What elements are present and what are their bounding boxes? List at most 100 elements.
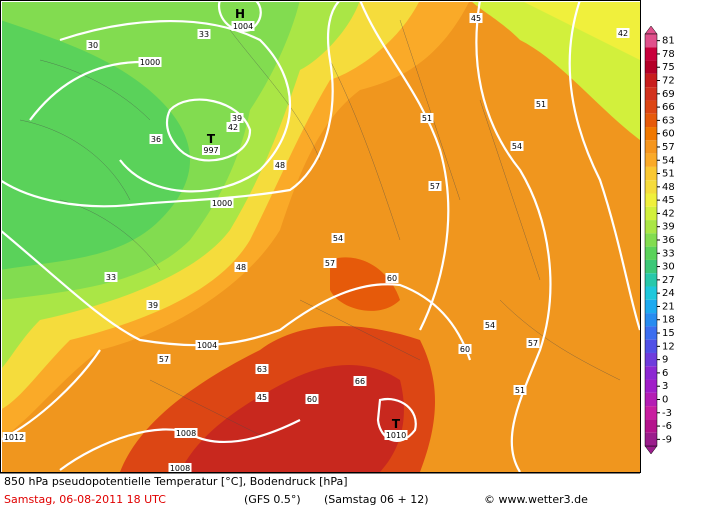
scale-label: 33 bbox=[662, 248, 675, 259]
label-box bbox=[385, 273, 399, 283]
label-box bbox=[331, 233, 345, 243]
label-box bbox=[195, 340, 219, 350]
scale-swatch bbox=[645, 73, 657, 88]
scale-label: 9 bbox=[662, 355, 668, 366]
contour-label: 42 bbox=[228, 123, 238, 132]
scale-label: -3 bbox=[662, 408, 672, 419]
contour-label: 63 bbox=[257, 365, 267, 374]
label-box bbox=[616, 28, 630, 38]
scale-label: 21 bbox=[662, 301, 675, 312]
scale-label: 18 bbox=[662, 315, 675, 326]
contour-label: 39 bbox=[232, 114, 242, 123]
label-box bbox=[428, 181, 442, 191]
contour-label: 1000 bbox=[212, 199, 232, 208]
scale-label: 48 bbox=[662, 182, 675, 193]
contour-label: 30 bbox=[88, 41, 98, 50]
scale-swatch bbox=[645, 406, 657, 420]
scale-swatch bbox=[645, 47, 657, 61]
label-box bbox=[510, 141, 524, 151]
pressure-center: T bbox=[207, 132, 216, 146]
contour-label: 54 bbox=[512, 142, 522, 151]
color-scale: 8178757269666360575451484542393633302724… bbox=[644, 25, 675, 455]
scale-swatch bbox=[645, 113, 657, 128]
contour-label: 42 bbox=[618, 29, 628, 38]
contour-label: 57 bbox=[430, 182, 440, 191]
contour-label: 51 bbox=[515, 386, 525, 395]
contour-label: 997 bbox=[203, 146, 218, 155]
scale-arrow-top bbox=[644, 25, 658, 35]
scale-swatch bbox=[645, 392, 657, 407]
scale-swatch bbox=[645, 180, 657, 194]
footer-date: Samstag, 06-08-2011 18 UTC bbox=[4, 493, 166, 506]
scale-swatch bbox=[645, 246, 657, 260]
contour-label: 60 bbox=[387, 274, 397, 283]
scale-swatch bbox=[645, 166, 657, 181]
contour-label: 33 bbox=[106, 273, 116, 282]
footer-title: 850 hPa pseudopotentielle Temperatur [°C… bbox=[4, 475, 348, 488]
label-box bbox=[146, 300, 160, 310]
scale-swatch bbox=[645, 259, 657, 274]
scale-label: 81 bbox=[662, 36, 675, 47]
footer-model: (GFS 0.5°) bbox=[244, 493, 301, 506]
scale-label: 45 bbox=[662, 195, 675, 206]
label-box bbox=[138, 57, 162, 67]
contour-label: 48 bbox=[236, 263, 246, 272]
scale-label: 54 bbox=[662, 155, 675, 166]
scale-label: 27 bbox=[662, 275, 675, 286]
label-box bbox=[226, 122, 240, 132]
label-box bbox=[305, 394, 319, 404]
scale-label: 15 bbox=[662, 328, 675, 339]
contour-label: 60 bbox=[460, 345, 470, 354]
pressure-center: H bbox=[235, 7, 245, 21]
scale-label: 51 bbox=[662, 169, 675, 180]
scale-frame bbox=[644, 33, 658, 447]
label-box bbox=[197, 29, 211, 39]
contour-label: 57 bbox=[159, 355, 169, 364]
label-box bbox=[157, 354, 171, 364]
label-box bbox=[230, 113, 244, 123]
scale-swatch bbox=[645, 419, 657, 433]
scale-label: 0 bbox=[662, 394, 668, 405]
scale-swatch bbox=[645, 153, 657, 167]
scale-label: 39 bbox=[662, 222, 675, 233]
contour-label: 39 bbox=[148, 301, 158, 310]
scale-swatch bbox=[645, 299, 657, 314]
scale-swatch bbox=[645, 339, 657, 353]
contour-label: 57 bbox=[325, 259, 335, 268]
label-box bbox=[202, 145, 220, 155]
scale-swatch bbox=[645, 286, 657, 300]
contour-label: 54 bbox=[333, 234, 343, 243]
scale-label: 63 bbox=[662, 115, 675, 126]
label-box bbox=[513, 385, 527, 395]
label-box bbox=[353, 376, 367, 386]
label-box bbox=[231, 21, 255, 31]
scale-swatch bbox=[645, 273, 657, 287]
label-box bbox=[210, 198, 234, 208]
scale-label: -9 bbox=[662, 434, 672, 445]
scale-label: 24 bbox=[662, 288, 675, 299]
footer-credit: © www.wetter3.de bbox=[484, 493, 588, 506]
contour-label: 57 bbox=[528, 339, 538, 348]
scale-label: 60 bbox=[662, 129, 675, 140]
scale-arrow-bottom bbox=[644, 445, 658, 455]
scale-swatch bbox=[645, 127, 657, 141]
contour-label: 51 bbox=[536, 100, 546, 109]
label-box bbox=[420, 113, 434, 123]
scale-swatch bbox=[645, 100, 657, 114]
scale-label: 69 bbox=[662, 89, 675, 100]
scale-swatch bbox=[645, 206, 657, 221]
pressure-center: T bbox=[392, 417, 401, 431]
label-box bbox=[86, 40, 100, 50]
scale-swatch bbox=[645, 140, 657, 154]
label-box bbox=[323, 258, 337, 268]
label-box bbox=[534, 99, 548, 109]
scale-swatch bbox=[645, 352, 657, 367]
label-box bbox=[526, 338, 540, 348]
label-box bbox=[149, 134, 163, 144]
contour-label: 1010 bbox=[386, 431, 406, 440]
label-box bbox=[273, 160, 287, 170]
scale-label: -6 bbox=[662, 421, 672, 432]
map-field bbox=[2, 2, 640, 472]
contour-label: 1012 bbox=[4, 433, 24, 442]
